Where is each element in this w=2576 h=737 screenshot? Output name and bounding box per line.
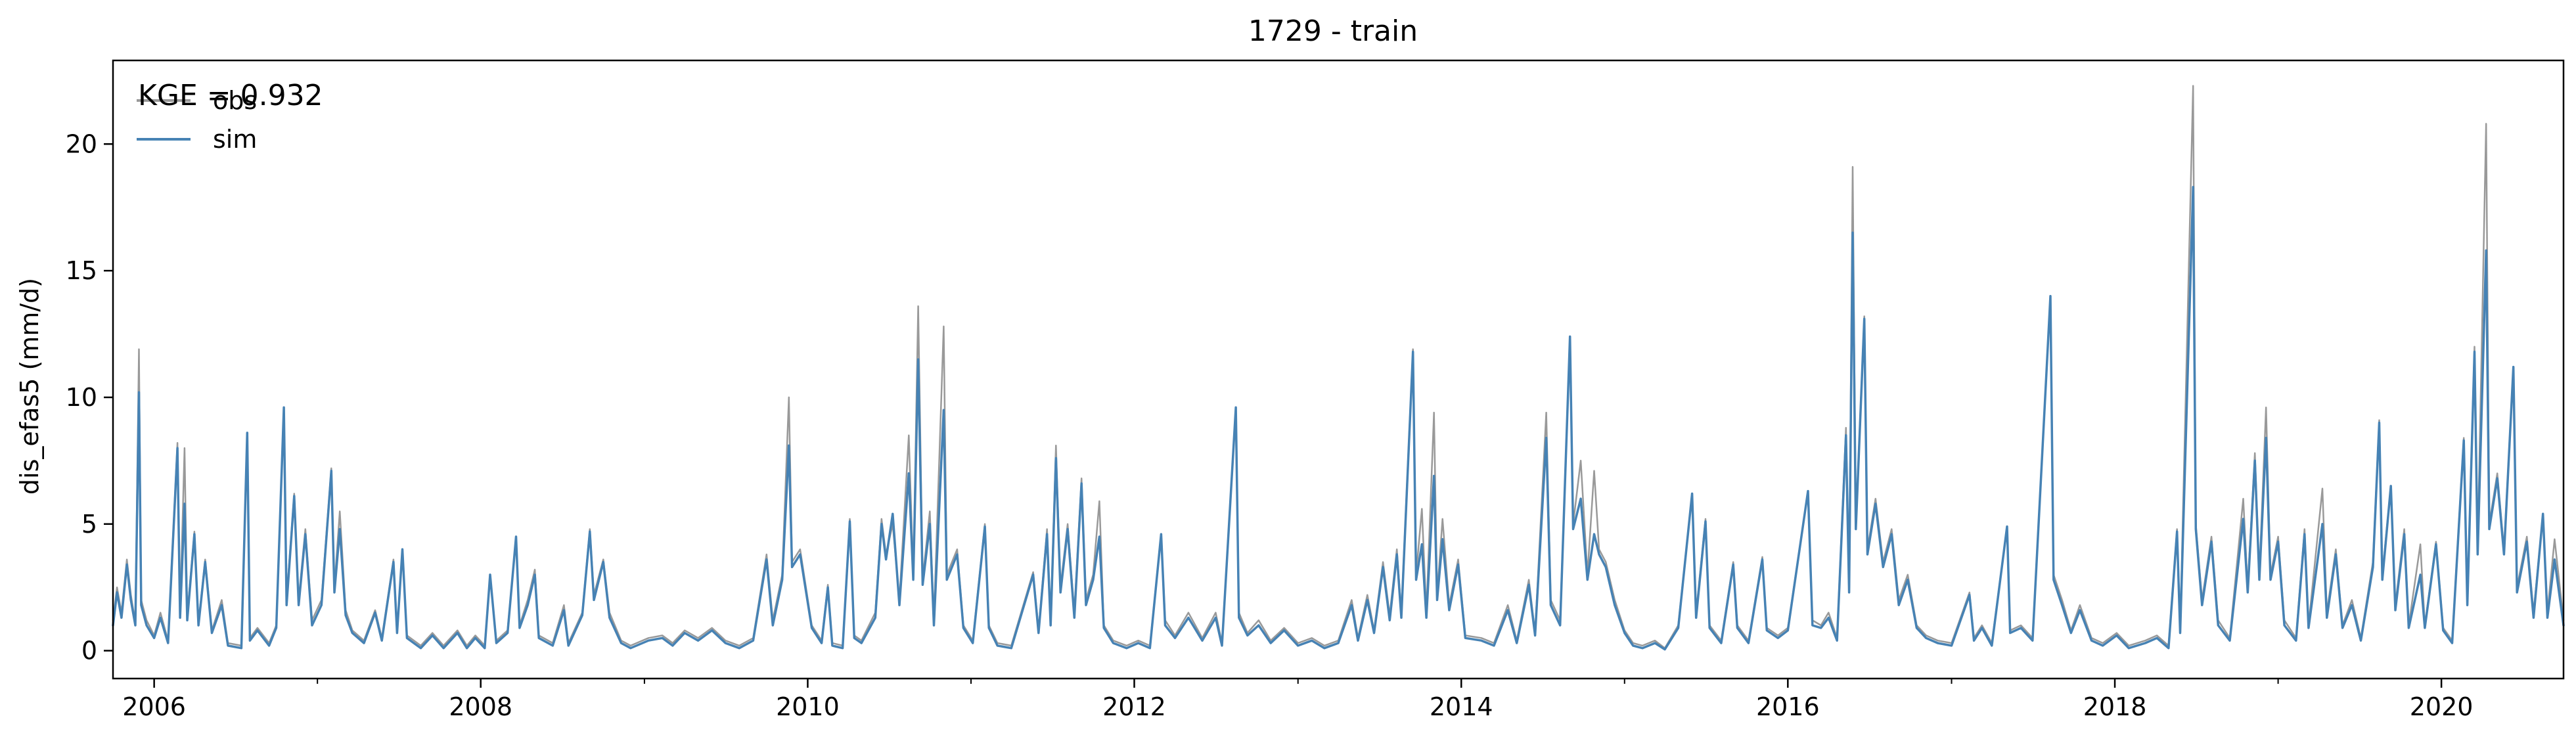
legend-label-sim: sim — [213, 125, 257, 154]
series-line-sim — [112, 186, 2565, 651]
kge-annotation: KGE = 0.932 — [138, 79, 323, 112]
y-tick-label: 10 — [66, 383, 97, 412]
legend: obs sim — [137, 86, 257, 154]
x-tick-label: 2006 — [122, 692, 186, 721]
x-tick-label: 2008 — [449, 692, 512, 721]
y-tick-label: 15 — [66, 256, 97, 285]
axis-ticks: 0 5 10 15 20 2006 2008 2010 2012 2014 2016 2018 2020 — [66, 129, 2474, 721]
x-tick-label: 2010 — [776, 692, 840, 721]
y-axis-label: dis_efas5 (mm/d) — [15, 278, 44, 495]
legend-label-obs: obs — [213, 86, 257, 115]
x-tick-label: 2016 — [1756, 692, 1820, 721]
x-tick-label: 2020 — [2410, 692, 2474, 721]
x-tick-label: 2014 — [1430, 692, 1493, 721]
y-tick-label: 0 — [81, 636, 97, 665]
x-tick-label: 2018 — [2083, 692, 2147, 721]
plot-frame — [112, 59, 2565, 680]
y-tick-label: 20 — [66, 129, 97, 158]
y-tick-label: 5 — [81, 510, 97, 539]
plot-series — [112, 85, 2565, 651]
chart-title: 1729 - train — [1248, 14, 1418, 48]
x-tick-label: 2012 — [1102, 692, 1166, 721]
